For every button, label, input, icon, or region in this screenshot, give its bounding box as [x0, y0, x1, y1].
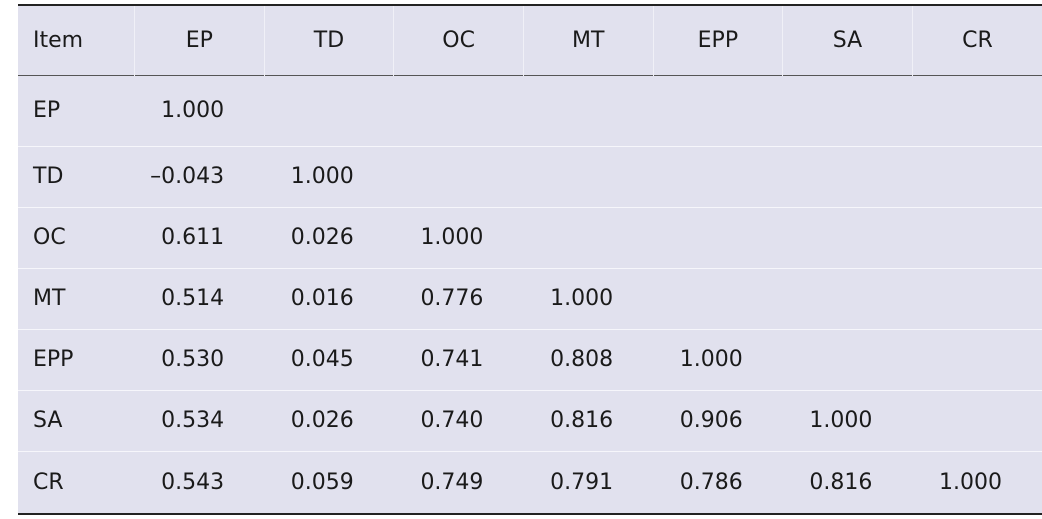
- header-cell: CR: [911, 5, 1042, 75]
- row-label: EPP: [33, 347, 74, 372]
- empty-cell: [783, 207, 913, 268]
- empty-cell: [783, 75, 913, 146]
- cell: 0.741: [420, 347, 484, 372]
- cell: 0.791: [550, 469, 614, 495]
- row-label: EP: [33, 98, 61, 123]
- header-cell: TD: [263, 5, 394, 75]
- cell: 0.059: [290, 469, 354, 495]
- row-label: SA: [33, 408, 63, 433]
- empty-cell: [783, 268, 913, 329]
- cell: 0.543: [161, 469, 225, 495]
- header-cell: EPP: [652, 5, 783, 75]
- cell: 0.776: [420, 286, 484, 311]
- cell: 0.816: [550, 408, 614, 433]
- cell: 1.000: [550, 286, 614, 311]
- table-row: TD –0.043 1.000: [18, 146, 1042, 207]
- empty-cell: [653, 207, 783, 268]
- cell: 0.514: [161, 286, 225, 311]
- header-row: Item EP TD OC MT EPP SA CR: [18, 5, 1042, 75]
- empty-cell: [653, 268, 783, 329]
- empty-cell: [912, 146, 1042, 207]
- empty-cell: [523, 146, 653, 207]
- cell: –0.043: [150, 164, 225, 189]
- empty-cell: [523, 207, 653, 268]
- empty-cell: [912, 75, 1042, 146]
- empty-cell: [912, 390, 1042, 451]
- cell: 0.906: [679, 408, 743, 433]
- header-cell: SA: [782, 5, 913, 75]
- cell: 0.749: [420, 469, 484, 495]
- table-row: SA 0.534 0.026 0.740 0.816 0.906 1.000: [18, 390, 1042, 451]
- cell: 1.000: [290, 164, 354, 189]
- row-label: OC: [33, 225, 66, 250]
- cell: 0.786: [679, 469, 743, 495]
- empty-cell: [912, 329, 1042, 390]
- cell: 1.000: [809, 408, 873, 433]
- cell: 0.045: [290, 347, 354, 372]
- table-header: Item EP TD OC MT EPP SA CR: [18, 5, 1042, 75]
- table-row: CR 0.543 0.059 0.749 0.791 0.786 0.816 1.000: [18, 451, 1042, 514]
- empty-cell: [394, 75, 524, 146]
- row-label: CR: [33, 469, 64, 495]
- empty-cell: [394, 146, 524, 207]
- empty-cell: [912, 268, 1042, 329]
- cell: 0.611: [161, 225, 225, 250]
- table-row: EP 1.000: [18, 75, 1042, 146]
- empty-cell: [653, 146, 783, 207]
- table-row: EPP 0.530 0.045 0.741 0.808 1.000: [18, 329, 1042, 390]
- empty-cell: [523, 75, 653, 146]
- cell: 0.026: [290, 408, 354, 433]
- cell: 0.534: [161, 408, 225, 433]
- cell: 0.740: [420, 408, 484, 433]
- table-row: OC 0.611 0.026 1.000: [18, 207, 1042, 268]
- empty-cell: [912, 207, 1042, 268]
- empty-cell: [653, 75, 783, 146]
- cell: 1.000: [420, 225, 484, 250]
- cell: 1.000: [161, 98, 225, 123]
- cell: 1.000: [679, 347, 743, 372]
- empty-cell: [264, 75, 394, 146]
- header-cell: OC: [393, 5, 524, 75]
- header-cell: MT: [522, 5, 654, 75]
- row-label: MT: [33, 286, 66, 311]
- cell: 0.016: [290, 286, 354, 311]
- cell: 0.530: [161, 347, 225, 372]
- row-label: TD: [33, 164, 64, 189]
- empty-cell: [783, 329, 913, 390]
- correlation-table: Item EP TD OC MT EPP SA CR EP 1.000 TD –0.043 1.000…: [18, 4, 1042, 515]
- cell: 0.026: [290, 225, 354, 250]
- empty-cell: [783, 146, 913, 207]
- table-body: EP 1.000 TD –0.043 1.000 OC 0.611 0.026 1.000 MT 0…: [18, 75, 1042, 514]
- cell: 0.816: [809, 469, 873, 495]
- cell: 0.808: [550, 347, 614, 372]
- cell: 1.000: [939, 469, 1002, 495]
- header-cell: EP: [134, 5, 265, 75]
- table-row: MT 0.514 0.016 0.776 1.000: [18, 268, 1042, 329]
- header-cell: Item: [33, 27, 84, 53]
